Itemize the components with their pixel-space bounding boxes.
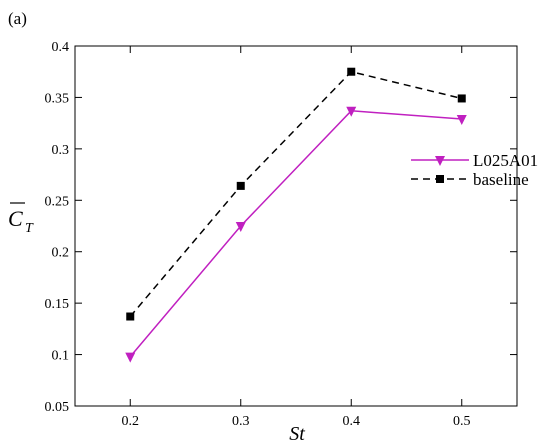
data-point-baseline — [126, 312, 135, 321]
y-tick-label: 0.3 — [52, 143, 70, 158]
data-point-l025a01 — [456, 115, 467, 126]
y-axis-title: C T — [8, 202, 34, 236]
panel-label: (a) — [8, 9, 27, 28]
y-axis-title-sub: T — [25, 221, 34, 236]
data-point-baseline — [236, 181, 245, 190]
data-point-l025a01 — [235, 222, 246, 232]
y-tick-label: 0.35 — [45, 91, 70, 106]
y-tick-label: 0.15 — [45, 297, 70, 312]
x-tick-label: 0.2 — [122, 414, 140, 429]
legend-label-l025a01: L025A01 — [473, 151, 538, 170]
y-tick-label: 0.05 — [45, 400, 70, 415]
data-point-l025a01 — [125, 352, 136, 363]
series-line-l025a01 — [129, 110, 462, 358]
legend-marker-l025a01 — [435, 156, 445, 166]
plot-frame — [74, 45, 518, 407]
x-tick-label: 0.4 — [343, 414, 361, 429]
data-point-baseline — [347, 67, 356, 76]
y-axis-title-main: C — [8, 206, 23, 231]
legend-marker-baseline — [436, 175, 444, 183]
x-tick-label: 0.3 — [232, 414, 250, 429]
legend-label-baseline: baseline — [473, 170, 529, 189]
x-axis-title: St — [289, 423, 305, 445]
plot-area: 0.2 0.3 0.4 0.5 0.05 0.1 0.15 0.2 0.25 0.3 0.35 0.4 — [45, 40, 518, 429]
y-tick-label: 0.1 — [52, 349, 70, 364]
y-tick-label: 0.25 — [45, 194, 70, 209]
data-point-l025a01 — [346, 106, 357, 117]
y-tick-label: 0.4 — [52, 40, 70, 55]
data-point-baseline — [457, 94, 466, 103]
series-line-baseline — [129, 70, 462, 317]
y-tick-label: 0.2 — [52, 246, 70, 261]
x-tick-label: 0.5 — [453, 414, 471, 429]
